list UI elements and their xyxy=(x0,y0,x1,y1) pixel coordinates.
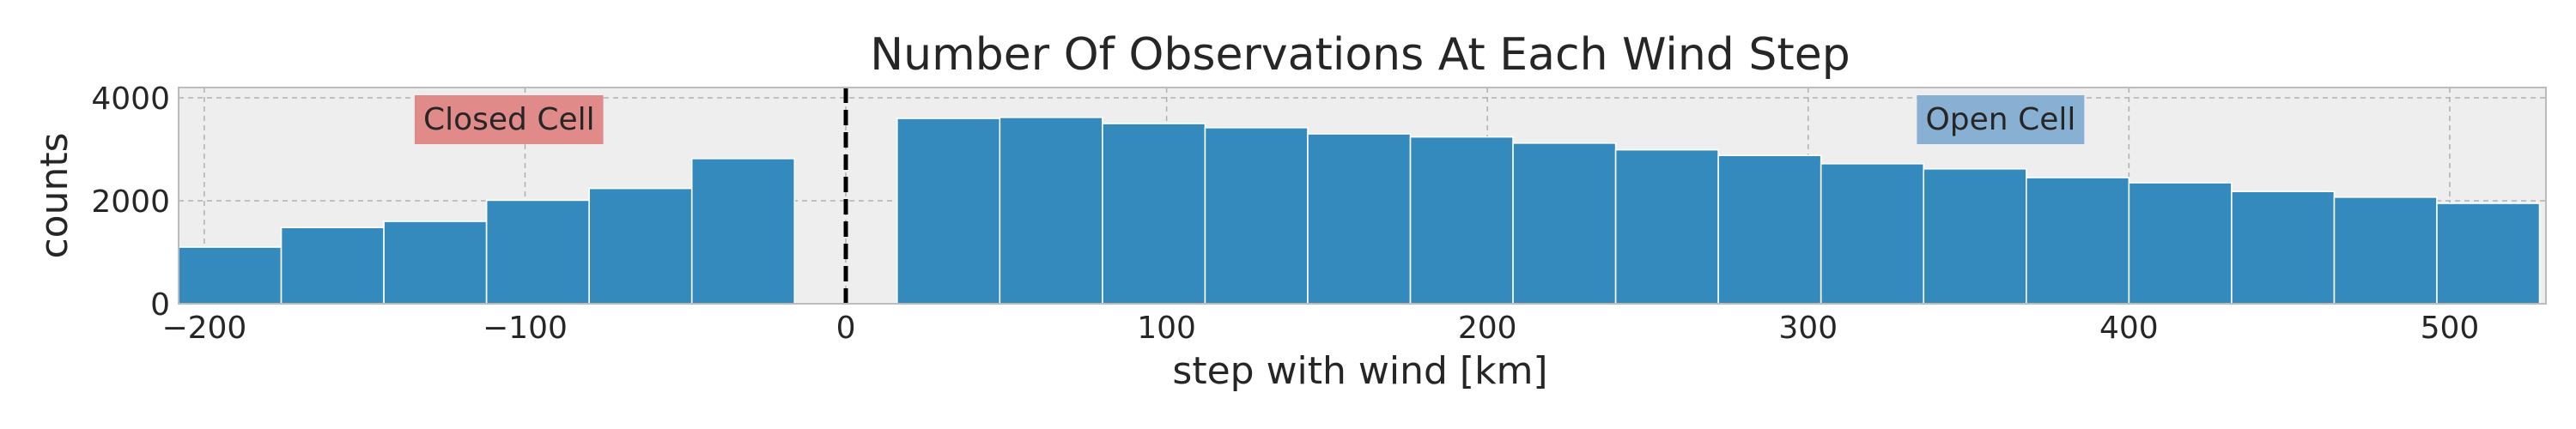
y-tick-label: 2000 xyxy=(91,184,170,220)
annotation-box xyxy=(414,95,604,144)
histogram-bar xyxy=(2231,190,2336,305)
histogram-bar xyxy=(1204,127,1309,305)
plot-frame xyxy=(178,87,2547,305)
histogram-bar xyxy=(1614,148,1719,305)
x-tick-label: 200 xyxy=(1458,311,1517,346)
annotations: Closed Cell Open Cell xyxy=(414,95,2085,144)
histogram-bar xyxy=(178,246,283,305)
x-tick-label: 500 xyxy=(2421,311,2480,346)
histogram-bar xyxy=(1512,142,1617,305)
histogram-bar xyxy=(1820,163,1925,305)
histogram-bar xyxy=(588,187,693,305)
y-axis-label: counts xyxy=(33,132,76,258)
histogram-bar xyxy=(383,221,488,305)
annotation-box xyxy=(1917,95,2085,144)
histogram-bar xyxy=(1409,136,1514,305)
x-tick-label: 400 xyxy=(2099,311,2159,346)
histogram-bar xyxy=(2026,177,2130,305)
histogram-bar xyxy=(896,118,1001,305)
x-axis-ticks: −200 −100 0 100 200 300 400 500 xyxy=(161,311,2479,346)
histogram-bar xyxy=(2128,182,2233,305)
annotation-label: Closed Cell xyxy=(414,95,604,144)
annotation-text: Open Cell xyxy=(1925,102,2075,137)
histogram-bar xyxy=(999,117,1103,305)
x-tick-label: 300 xyxy=(1778,311,1838,346)
histogram-bar xyxy=(2436,202,2541,305)
x-axis-label: step with wind [km] xyxy=(1172,349,1547,393)
histogram-bar xyxy=(2333,196,2438,305)
bars xyxy=(178,117,2541,305)
histogram-bar xyxy=(485,199,590,305)
chart-title: Number Of Observations At Each Wind Step xyxy=(870,29,1850,81)
histogram-bar xyxy=(1102,123,1206,305)
histogram-bar xyxy=(690,158,796,305)
histogram-bar xyxy=(1717,154,1822,305)
annotation-text: Closed Cell xyxy=(423,102,595,137)
x-tick-label: 0 xyxy=(836,311,856,346)
y-axis-ticks: 0 2000 4000 xyxy=(91,82,170,323)
histogram-bar xyxy=(1307,133,1412,305)
x-tick-label: −100 xyxy=(483,311,568,346)
x-tick-label: 100 xyxy=(1137,311,1196,346)
x-tick-label: −200 xyxy=(161,311,246,346)
y-tick-label: 0 xyxy=(150,287,170,323)
y-tick-label: 4000 xyxy=(91,82,170,117)
histogram-bar xyxy=(1923,168,2027,305)
annotation-label: Open Cell xyxy=(1917,95,2085,144)
histogram-bar xyxy=(280,227,385,305)
